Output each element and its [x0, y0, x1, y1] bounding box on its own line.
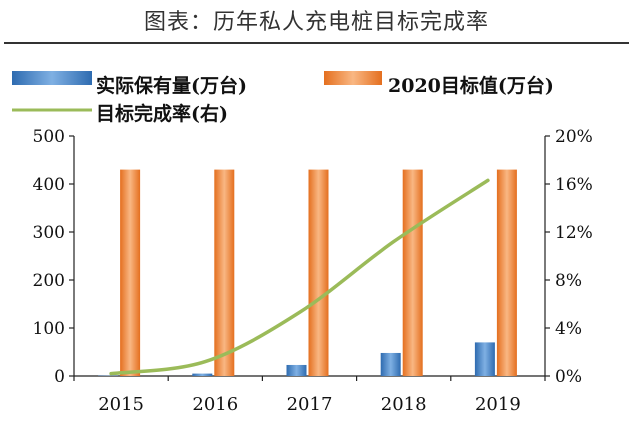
legend-label-target: 2020目标值(万台)	[388, 74, 554, 97]
right-tick-label: 8%	[555, 271, 582, 291]
right-tick-label: 0%	[555, 367, 582, 387]
x-tick-label: 2015	[98, 394, 144, 415]
x-tick-label: 2019	[475, 394, 521, 415]
bar-target-2015	[120, 169, 141, 376]
right-tick-label: 16%	[555, 175, 593, 195]
right-tick-label: 12%	[555, 223, 593, 243]
left-tick-label: 0	[54, 367, 65, 387]
left-tick-label: 500	[33, 127, 65, 147]
legend-label-rate: 目标完成率(右)	[96, 102, 228, 125]
right-tick-label: 4%	[555, 319, 582, 339]
bar-actual-2019	[474, 342, 495, 376]
left-tick-label: 400	[33, 175, 65, 195]
x-tick-label: 2017	[287, 394, 333, 415]
left-axis-ticks: 0 100 200 300 400 500	[33, 127, 74, 387]
bar-actual-2018	[380, 352, 401, 376]
page-title: 图表：历年私人充电桩目标完成率	[143, 10, 489, 35]
rate-line-layer	[109, 178, 490, 376]
bar-actual-2017	[286, 364, 307, 376]
x-tick-label: 2018	[381, 394, 427, 415]
bar-target-2018	[402, 169, 423, 376]
legend-swatch-actual	[12, 71, 92, 85]
left-tick-label: 100	[33, 319, 65, 339]
bar-target-2019	[496, 169, 517, 376]
rate-line	[109, 178, 490, 376]
bars	[98, 169, 517, 376]
right-tick-label: 20%	[555, 127, 593, 147]
left-tick-label: 200	[33, 271, 65, 291]
legend-swatch-target	[324, 71, 382, 85]
x-tick-label: 2016	[192, 394, 238, 415]
bar-actual-2016	[192, 373, 213, 376]
legend: 实际保有量(万台) 2020目标值(万台) 目标完成率(右)	[12, 71, 554, 125]
bar-target-2017	[308, 169, 329, 376]
x-axis-ticks: 2015 2016 2017 2018 2019	[73, 376, 546, 415]
bar-target-2016	[214, 169, 235, 376]
title-divider	[4, 42, 629, 44]
left-tick-label: 300	[33, 223, 65, 243]
right-axis-ticks: 0% 4% 8% 12% 16% 20%	[545, 127, 593, 387]
legend-label-actual: 实际保有量(万台)	[96, 74, 247, 97]
